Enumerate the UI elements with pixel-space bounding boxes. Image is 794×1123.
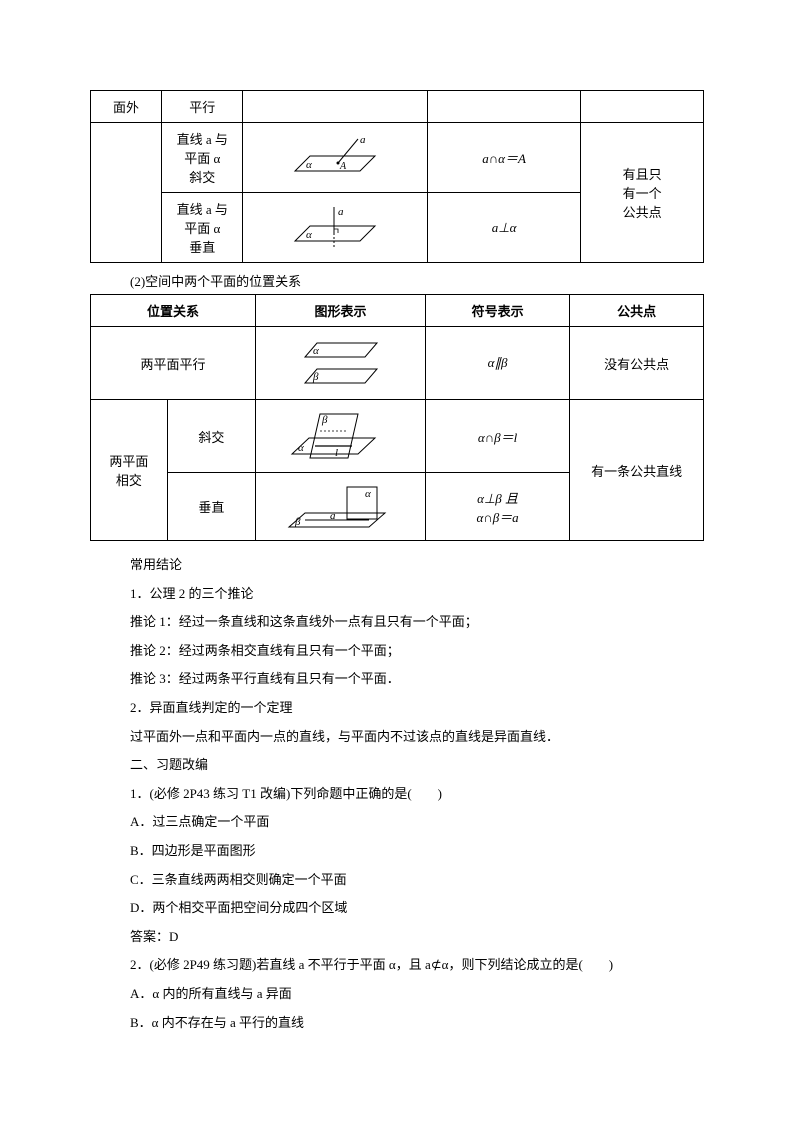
- t1-r1c5: [581, 91, 704, 123]
- t1-r1c4: [427, 91, 581, 123]
- t2-r2c2b: 垂直: [167, 473, 255, 541]
- t1-r2c2: 直线 a 与 平面 α 斜交: [162, 123, 243, 193]
- svg-text:β: β: [312, 371, 319, 383]
- t2-h2: 图形表示: [255, 295, 425, 327]
- oblique-planes-icon: β α l: [280, 406, 400, 466]
- line-11: B．四边形是平面图形: [130, 837, 704, 866]
- line-5: 推论 3：经过两条平行直线有且只有一个平面．: [130, 665, 704, 694]
- t2-r2c3b-fig: α β a: [255, 473, 425, 541]
- t2-r1c2: α β: [255, 327, 425, 400]
- t1-r2c4: a∩α＝A: [427, 123, 581, 193]
- t2-r2c3b-l1: α⊥β 且: [430, 488, 565, 507]
- t2-h3: 符号表示: [426, 295, 570, 327]
- svg-text:α: α: [365, 488, 371, 500]
- svg-text:β: β: [294, 516, 301, 528]
- line-3: 推论 1：经过一条直线和这条直线外一点有且只有一个平面；: [130, 608, 704, 637]
- svg-text:l: l: [335, 447, 338, 459]
- line-4: 推论 2：经过两条相交直线有且只有一个平面；: [130, 637, 704, 666]
- t2-h1: 位置关系: [91, 295, 256, 327]
- t2-r1c1: 两平面平行: [91, 327, 256, 400]
- line-10: A．过三点确定一个平面: [130, 808, 704, 837]
- line-15: 2．(必修 2P49 练习题)若直线 a 不平行于平面 α，且 a⊄α，则下列结…: [130, 951, 704, 980]
- t2-r2c4: 有一条公共直线: [570, 400, 704, 541]
- t2-r2c3b: α⊥β 且 α∩β＝a: [426, 473, 570, 541]
- line-16: A．α 内的所有直线与 a 异面: [130, 980, 704, 1009]
- line-17: B．α 内不存在与 a 平行的直线: [130, 1009, 704, 1038]
- line-8: 二、习题改编: [130, 751, 704, 780]
- line-14: 答案：D: [130, 923, 704, 952]
- t2-r2c3a: α∩β＝l: [426, 400, 570, 473]
- t2-r2c2a: 斜交: [167, 400, 255, 473]
- line-12: C．三条直线两两相交则确定一个平面: [130, 866, 704, 895]
- perp-line-plane-icon: α a: [280, 203, 390, 253]
- t1-r2c3: a α A: [243, 123, 427, 193]
- t1-r1c1: 面外: [91, 91, 162, 123]
- svg-text:α: α: [298, 442, 304, 454]
- svg-text:a: a: [338, 206, 344, 218]
- svg-text:β: β: [321, 414, 328, 426]
- t1-r3c2: 直线 a 与 平面 α 垂直: [162, 193, 243, 263]
- t2-r2c3a-fig: β α l: [255, 400, 425, 473]
- svg-text:α: α: [306, 159, 312, 171]
- t1-r1c3: [243, 91, 427, 123]
- line-13: D．两个相交平面把空间分成四个区域: [130, 894, 704, 923]
- line-2: 1．公理 2 的三个推论: [130, 580, 704, 609]
- t1-r3c3: α a: [243, 193, 427, 263]
- line-6: 2．异面直线判定的一个定理: [130, 694, 704, 723]
- parallel-planes-icon: α β: [285, 335, 395, 391]
- line-7: 过平面外一点和平面内一点的直线，与平面内不过该点的直线是异面直线．: [130, 723, 704, 752]
- t2-r1c3: α∥β: [426, 327, 570, 400]
- line-1: 常用结论: [130, 551, 704, 580]
- svg-text:α: α: [313, 345, 319, 357]
- oblique-line-plane-icon: a α A: [280, 133, 390, 183]
- body-text: 常用结论 1．公理 2 的三个推论 推论 1：经过一条直线和这条直线外一点有且只…: [130, 551, 704, 1037]
- caption-2: (2)空间中两个平面的位置关系: [130, 271, 704, 290]
- t2-r2c1: 两平面 相交: [91, 400, 168, 541]
- svg-text:α: α: [306, 229, 312, 241]
- t2-r1c4: 没有公共点: [570, 327, 704, 400]
- table-line-plane: 面外 平行 直线 a 与 平面 α 斜交 a α A a∩α＝A 有且只 有一个…: [90, 90, 704, 263]
- svg-text:A: A: [339, 161, 347, 172]
- perp-planes-icon: α β a: [275, 479, 405, 534]
- line-9: 1．(必修 2P43 练习 T1 改编)下列命题中正确的是( ): [130, 780, 704, 809]
- t2-h4: 公共点: [570, 295, 704, 327]
- t1-r1c2: 平行: [162, 91, 243, 123]
- t2-r2c3b-l2: α∩β＝a: [430, 507, 565, 526]
- t1-merge-c1: [91, 123, 162, 263]
- t1-r3c4: a⊥α: [427, 193, 581, 263]
- table-plane-plane: 位置关系 图形表示 符号表示 公共点 两平面平行 α β α∥β 没有公共点 两…: [90, 294, 704, 541]
- svg-text:a: a: [360, 134, 366, 146]
- t1-merge-c5: 有且只 有一个 公共点: [581, 123, 704, 263]
- svg-text:a: a: [330, 510, 336, 522]
